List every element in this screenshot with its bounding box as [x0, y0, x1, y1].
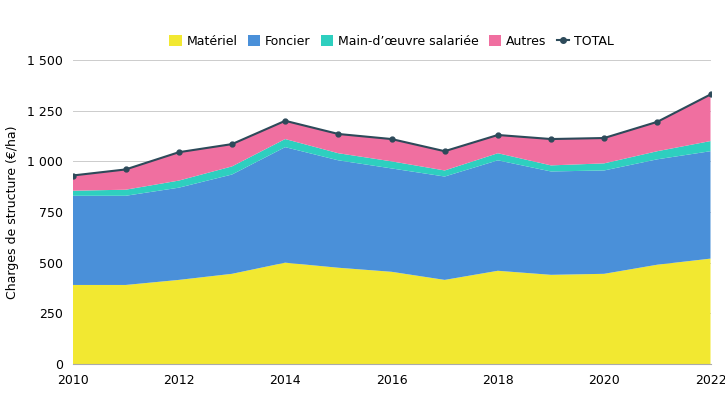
Y-axis label: Charges de structure (€/ha): Charges de structure (€/ha) [6, 125, 19, 299]
Legend: Matériel, Foncier, Main-d’œuvre salariée, Autres, TOTAL: Matériel, Foncier, Main-d’œuvre salariée… [169, 35, 614, 48]
